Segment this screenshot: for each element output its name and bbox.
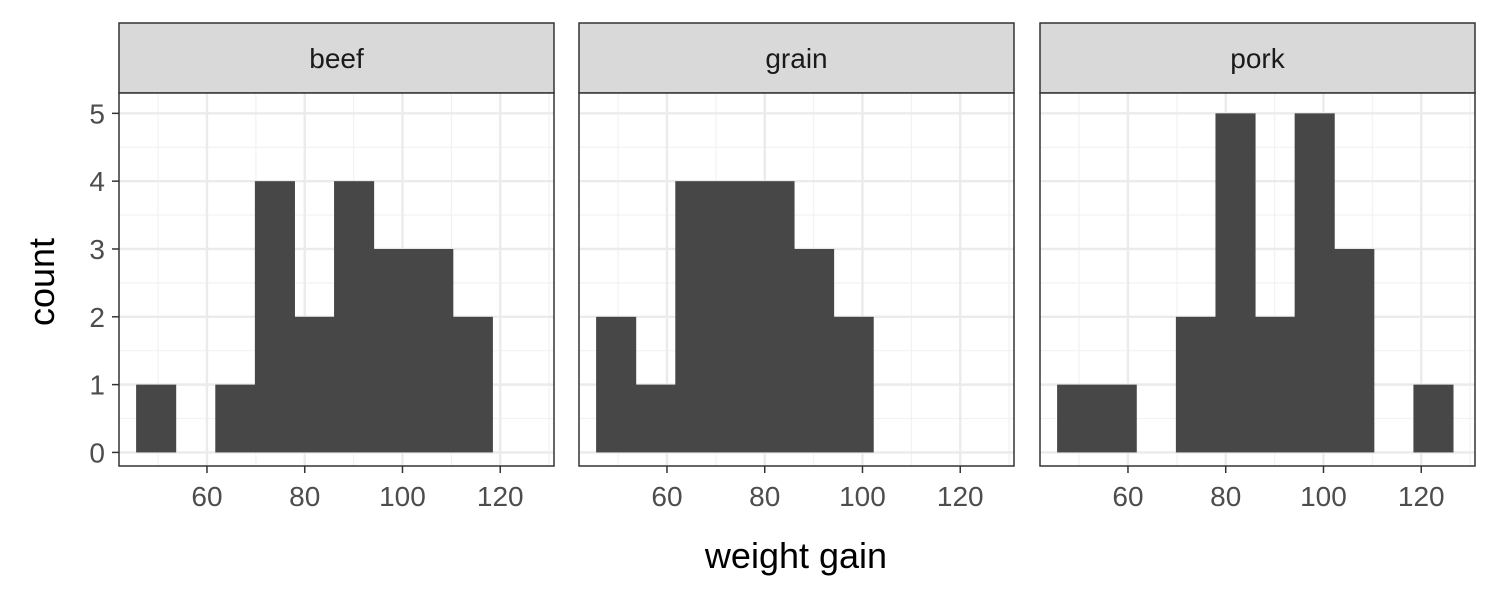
x-tick-label: 60	[1112, 481, 1143, 512]
x-tick-label: 60	[651, 481, 682, 512]
histogram-bar	[1175, 316, 1216, 453]
histogram-bar	[413, 248, 454, 453]
histogram-bar	[754, 181, 795, 453]
facet-strip-label: beef	[309, 43, 364, 74]
x-axis-title: weight gain	[704, 535, 887, 576]
facet-strip	[578, 22, 1015, 94]
histogram-bar	[334, 181, 375, 453]
histogram-bar	[675, 181, 716, 453]
panel-border	[1039, 92, 1476, 467]
x-tick-label: 100	[839, 481, 886, 512]
facet-strip-label: pork	[1230, 43, 1285, 74]
x-tick-label: 120	[937, 481, 984, 512]
y-axis: 0 1 2 3 4 5	[89, 98, 119, 468]
histogram-bar	[254, 181, 295, 453]
x-tick-label: 80	[1210, 481, 1241, 512]
histogram-bar	[294, 316, 335, 453]
panel-border	[118, 92, 555, 467]
x-tick-label: 60	[191, 481, 222, 512]
histogram-bar	[1413, 384, 1454, 453]
histogram-bar	[714, 181, 755, 453]
y-tick-label: 0	[89, 437, 105, 468]
y-tick-label: 3	[89, 234, 105, 265]
facet-panels: beef 60 80 100 120 grain 60 80 100 120 pork 60 80 100…	[118, 22, 1476, 512]
y-tick-label: 5	[89, 98, 105, 129]
histogram-bar	[596, 316, 637, 453]
x-tick-label: 120	[477, 481, 524, 512]
panel-border	[578, 92, 1015, 467]
y-axis-title: count	[21, 238, 62, 326]
y-tick-label: 4	[89, 166, 105, 197]
histogram-bar	[1294, 113, 1335, 453]
histogram-bar	[215, 384, 256, 453]
facet-panel-beef: beef 60 80 100 120	[118, 22, 555, 512]
histogram-bar	[1057, 384, 1098, 453]
histogram-bar	[136, 384, 177, 453]
histogram-bar	[794, 248, 835, 453]
x-tick-label: 100	[379, 481, 426, 512]
histogram-bar	[635, 384, 676, 453]
facet-strip	[118, 22, 555, 94]
histogram-bar	[452, 316, 493, 453]
facet-panel-pork: pork 60 80 100 120	[1039, 22, 1476, 512]
y-tick-label: 2	[89, 302, 105, 333]
facet-strip-label: grain	[765, 43, 827, 74]
histogram-bar	[1255, 316, 1296, 453]
y-tick-label: 1	[89, 370, 105, 401]
histogram-bar	[1334, 248, 1375, 453]
x-tick-label: 120	[1398, 481, 1445, 512]
x-tick-label: 100	[1300, 481, 1347, 512]
facet-strip	[1039, 22, 1476, 94]
histogram-bar	[1215, 113, 1256, 453]
facet-panel-grain: grain 60 80 100 120	[578, 22, 1015, 512]
histogram-bar	[1096, 384, 1137, 453]
x-tick-label: 80	[289, 481, 320, 512]
histogram-bar	[833, 316, 874, 453]
x-tick-label: 80	[749, 481, 780, 512]
histogram-bar	[373, 248, 414, 453]
